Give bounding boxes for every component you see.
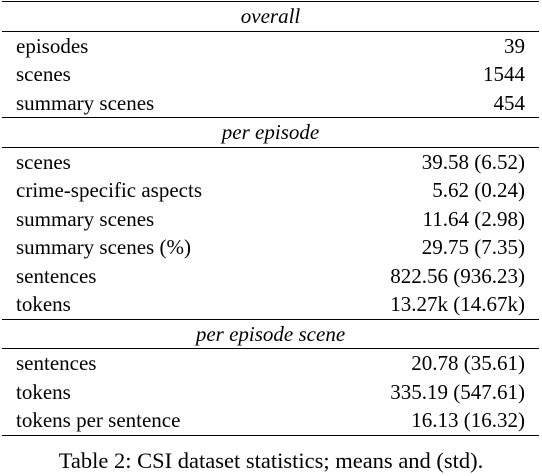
- row-value: 822.56 (936.23): [390, 263, 525, 288]
- row-label: scenes: [16, 62, 71, 86]
- row-label: episodes: [16, 33, 89, 58]
- row-value: 29.75 (7.35): [421, 235, 525, 259]
- row-label: crime-specific aspects: [16, 178, 202, 202]
- table-row: sentences 822.56 (936.23): [2, 262, 539, 291]
- row-value: 39.58 (6.52): [421, 149, 525, 174]
- row-value: 13.27k (14.67k): [390, 292, 525, 316]
- table-row: scenes 39.58 (6.52): [2, 147, 539, 176]
- row-label: sentences: [16, 263, 97, 288]
- table-row: summary scenes (%) 29.75 (7.35): [2, 233, 539, 262]
- row-value: 20.78 (35.61): [411, 351, 525, 375]
- row-value: 335.19 (547.61): [390, 379, 525, 404]
- row-value: 11.64 (2.98): [422, 206, 525, 231]
- section-title: per episode: [2, 117, 539, 148]
- row-label: summary scenes: [16, 90, 155, 115]
- section-title: overall: [2, 1, 539, 32]
- section-header-per-episode-scene: per episode scene: [2, 318, 539, 349]
- table-row: tokens 13.27k (14.67k): [2, 290, 539, 319]
- table-caption: Table 2: CSI dataset statistics; means a…: [58, 448, 484, 473]
- statistics-table: overall episodes 39 scenes 1544 summary …: [2, 1, 539, 436]
- table-row: summary scenes 11.64 (2.98): [2, 205, 539, 234]
- section-header-overall: overall: [2, 1, 539, 32]
- row-label: tokens: [16, 292, 71, 316]
- row-value: 1544: [483, 62, 525, 86]
- row-label: summary scenes: [16, 206, 155, 231]
- row-label: sentences: [16, 351, 97, 375]
- table-row: crime-specific aspects 5.62 (0.24): [2, 176, 539, 205]
- row-label: summary scenes (%): [16, 235, 191, 259]
- table-row: summary scenes 454: [2, 89, 539, 118]
- row-label: tokens per sentence: [2, 406, 310, 436]
- row-label: scenes: [16, 149, 71, 174]
- table-row: tokens 335.19 (547.61): [2, 378, 539, 407]
- table-row: sentences 20.78 (35.61): [2, 349, 539, 378]
- table-row: episodes 39: [2, 31, 539, 60]
- table-row: tokens per sentence 16.13 (16.32): [2, 406, 539, 436]
- row-value: 16.13 (16.32): [309, 406, 539, 436]
- row-value: 39: [504, 33, 525, 58]
- row-value: 454: [493, 90, 526, 115]
- section-header-per-episode: per episode: [2, 117, 539, 148]
- row-value: 5.62 (0.24): [432, 178, 525, 202]
- row-label: tokens: [16, 379, 71, 404]
- table-row: scenes 1544: [2, 60, 539, 89]
- section-title: per episode scene: [2, 318, 539, 349]
